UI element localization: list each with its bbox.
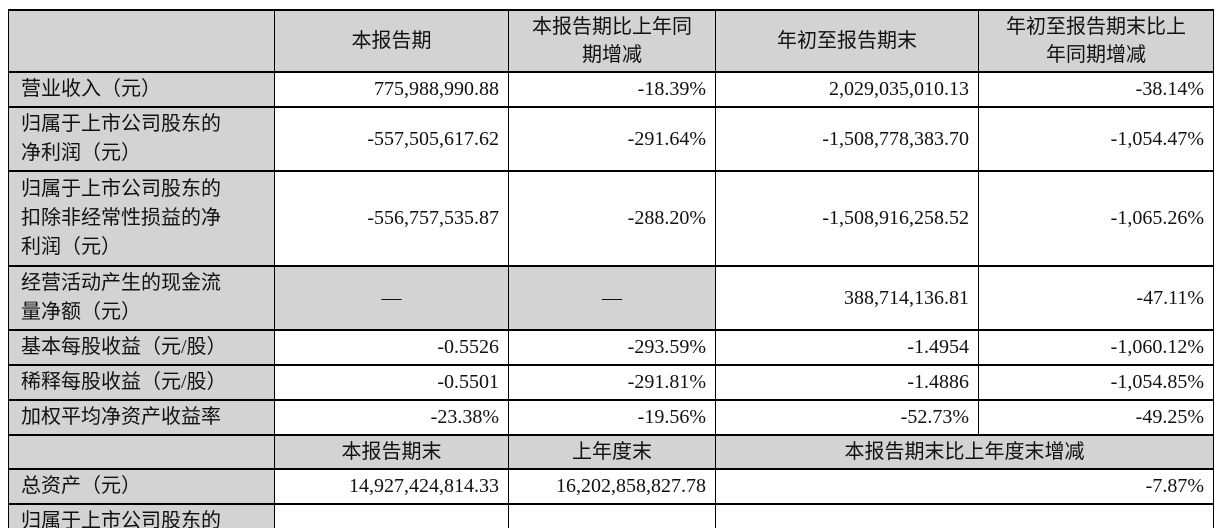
cell-value: -291.64% <box>508 106 716 172</box>
table-header-row: 本报告期 本报告期比上年同 期增减 年初至报告期末 年初至报告期末比上 年同期增… <box>8 9 1214 73</box>
cell-value: -0.5501 <box>274 364 509 401</box>
row-label: 归属于上市公司股东的 净利润（元） <box>8 106 275 172</box>
header-period-end-change: 本报告期末比上年度末增减 <box>715 434 1214 470</box>
cell-value: -557,505,617.62 <box>274 106 509 172</box>
table-row-operating-cash-flow: 经营活动产生的现金流 量净额（元） — — 388,714,136.81 -47… <box>8 265 1214 331</box>
table-row-net-profit: 归属于上市公司股东的 净利润（元） -557,505,617.62 -291.6… <box>8 106 1214 172</box>
cell-value: -49.25% <box>978 399 1214 436</box>
cell-value: -1,054.47% <box>978 106 1214 172</box>
cell-value: -47.11% <box>978 265 1214 331</box>
financial-summary-table: 本报告期 本报告期比上年同 期增减 年初至报告期末 年初至报告期末比上 年同期增… <box>8 9 1214 528</box>
header-prev-year-end: 上年度末 <box>508 434 716 470</box>
cell-value: 2,106,426,144.88 <box>274 503 509 528</box>
table-row-revenue: 营业收入（元） 775,988,990.88 -18.39% 2,029,035… <box>8 71 1214 108</box>
blank-header-cell <box>8 434 275 470</box>
header-current-period: 本报告期 <box>274 9 509 73</box>
cell-value: -291.81% <box>508 364 716 401</box>
header-ytd: 年初至报告期末 <box>715 9 979 73</box>
row-label: 归属于上市公司股东的 扣除非经常性损益的净 利润（元） <box>8 170 275 267</box>
cell-value: 775,988,990.88 <box>274 71 509 108</box>
header-ytd-change: 年初至报告期末比上 年同期增减 <box>978 9 1214 73</box>
cell-value: -41.75% <box>715 503 1214 528</box>
cell-value: -1,508,778,383.70 <box>715 106 979 172</box>
cell-value: -1,065.26% <box>978 170 1214 267</box>
cell-value: -23.38% <box>274 399 509 436</box>
table-mid-header-row: 本报告期末 上年度末 本报告期末比上年度末增减 <box>8 434 1214 470</box>
cell-value: 2,029,035,010.13 <box>715 71 979 108</box>
header-current-period-change: 本报告期比上年同 期增减 <box>508 9 716 73</box>
table-row-basic-eps: 基本每股收益（元/股） -0.5526 -293.59% -1.4954 -1,… <box>8 329 1214 366</box>
row-label: 经营活动产生的现金流 量净额（元） <box>8 265 275 331</box>
cell-value: -19.56% <box>508 399 716 436</box>
table-row-total-assets: 总资产（元） 14,927,424,814.33 16,202,858,827.… <box>8 468 1214 505</box>
cell-value: -293.59% <box>508 329 716 366</box>
row-label: 稀释每股收益（元/股） <box>8 364 275 401</box>
cell-value: -1,060.12% <box>978 329 1214 366</box>
cell-value: -1,054.85% <box>978 364 1214 401</box>
cell-value: -288.20% <box>508 170 716 267</box>
cell-dash: — <box>508 265 716 331</box>
table-row-net-profit-excl-nonrecurring: 归属于上市公司股东的 扣除非经常性损益的净 利润（元） -556,757,535… <box>8 170 1214 267</box>
cell-value: 16,202,858,827.78 <box>508 468 716 505</box>
header-period-end: 本报告期末 <box>274 434 509 470</box>
cell-value: -18.39% <box>508 71 716 108</box>
cell-dash: — <box>274 265 509 331</box>
cell-value: -1,508,916,258.52 <box>715 170 979 267</box>
cell-value: -556,757,535.87 <box>274 170 509 267</box>
table-row-weighted-avg-roe: 加权平均净资产收益率 -23.38% -19.56% -52.73% -49.2… <box>8 399 1214 436</box>
table-row-diluted-eps: 稀释每股收益（元/股） -0.5501 -291.81% -1.4886 -1,… <box>8 364 1214 401</box>
row-label: 总资产（元） <box>8 468 275 505</box>
blank-header-cell <box>8 9 275 73</box>
cell-value: 3,616,430,226.42 <box>508 503 716 528</box>
row-label: 基本每股收益（元/股） <box>8 329 275 366</box>
cell-value: -0.5526 <box>274 329 509 366</box>
table-row-shareholders-equity: 归属于上市公司股东的 所有者权益（元） 2,106,426,144.88 3,6… <box>8 503 1214 528</box>
cell-value: -7.87% <box>715 468 1214 505</box>
cell-value: -1.4886 <box>715 364 979 401</box>
cell-value: 14,927,424,814.33 <box>274 468 509 505</box>
cell-value: -52.73% <box>715 399 979 436</box>
row-label: 营业收入（元） <box>8 71 275 108</box>
cell-value: -38.14% <box>978 71 1214 108</box>
cell-value: 388,714,136.81 <box>715 265 979 331</box>
row-label: 加权平均净资产收益率 <box>8 399 275 436</box>
row-label: 归属于上市公司股东的 所有者权益（元） <box>8 503 275 528</box>
cell-value: -1.4954 <box>715 329 979 366</box>
